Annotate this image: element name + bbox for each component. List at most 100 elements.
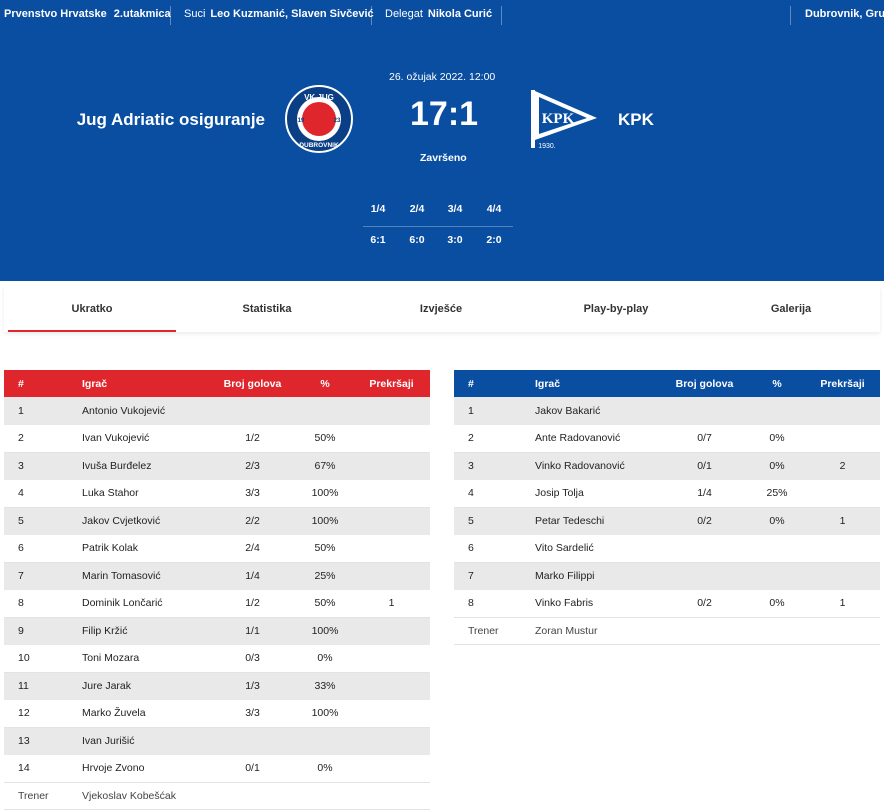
player-fouls — [353, 617, 430, 645]
table-row[interactable]: 10 Toni Mozara 0/3 0% — [4, 644, 430, 673]
home-logo-left-text: 19 — [298, 118, 305, 124]
player-name[interactable]: Ivan Vukojević — [82, 424, 208, 453]
player-percent: 50% — [297, 534, 353, 563]
delegate-info: Delegat Nikola Curić — [385, 8, 492, 20]
table-row[interactable]: 2 Ivan Vukojević 1/2 50% — [4, 424, 430, 453]
player-goals: 3/3 — [208, 479, 297, 508]
col-number: # — [4, 370, 82, 397]
quarter-score: 2:0 — [486, 234, 502, 246]
table-row[interactable]: 1 Antonio Vukojević — [4, 397, 430, 425]
player-name[interactable]: Hrvoje Zvono — [82, 754, 208, 783]
col-fouls: Prekršaji — [353, 370, 430, 397]
player-goals: 1/4 — [208, 562, 297, 590]
player-name[interactable]: Toni Mozara — [82, 644, 208, 673]
tab-izvjesce[interactable]: Izvješće — [419, 303, 463, 315]
table-row[interactable]: 3 Vinko Radovanović 0/1 0% 2 — [454, 452, 880, 480]
coach-label: Trener — [4, 782, 82, 810]
coach-name[interactable]: Zoran Mustur — [535, 617, 880, 645]
table-row[interactable]: 14 Hrvoje Zvono 0/1 0% — [4, 754, 430, 783]
table-row[interactable]: 1 Jakov Bakarić — [454, 397, 880, 425]
player-name[interactable]: Ivan Jurišić — [82, 727, 208, 755]
coach-row: Trener Vjekoslav Kobešćak — [4, 782, 430, 810]
player-goals: 0/1 — [660, 452, 749, 480]
player-fouls — [805, 562, 880, 590]
player-name[interactable]: Josip Tolja — [535, 479, 660, 508]
player-fouls — [353, 479, 430, 508]
player-percent: 100% — [297, 479, 353, 508]
table-header: # Igrač Broj golova % Prekršaji — [4, 370, 430, 397]
player-goals: 0/1 — [208, 754, 297, 783]
table-row[interactable]: 2 Ante Radovanović 0/7 0% — [454, 424, 880, 453]
table-row[interactable]: 6 Patrik Kolak 2/4 50% — [4, 534, 430, 563]
coach-name[interactable]: Vjekoslav Kobešćak — [82, 782, 430, 810]
player-fouls — [353, 672, 430, 700]
player-name[interactable]: Vinko Radovanović — [535, 452, 660, 480]
player-name[interactable]: Vinko Fabris — [535, 589, 660, 618]
player-percent: 67% — [297, 452, 353, 480]
player-name[interactable]: Petar Tedeschi — [535, 507, 660, 535]
player-number: 4 — [454, 479, 535, 508]
player-name[interactable]: Patrik Kolak — [82, 534, 208, 563]
table-row[interactable]: 7 Marko Filippi — [454, 562, 880, 590]
player-fouls — [353, 644, 430, 673]
home-team-logo[interactable]: VK JUG 19 23 DUBROVNIK — [285, 85, 353, 153]
table-row[interactable]: 11 Jure Jarak 1/3 33% — [4, 672, 430, 700]
player-name[interactable]: Luka Stahor — [82, 479, 208, 508]
table-row[interactable]: 13 Ivan Jurišić — [4, 727, 430, 755]
player-name[interactable]: Vito Sardelić — [535, 534, 660, 563]
player-number: 2 — [4, 424, 82, 453]
home-logo-bottom-text: DUBROVNIK — [299, 142, 339, 149]
player-percent: 50% — [297, 424, 353, 453]
divider — [371, 6, 372, 25]
player-fouls — [805, 479, 880, 508]
player-number: 1 — [4, 397, 82, 425]
table-row[interactable]: 7 Marin Tomasović 1/4 25% — [4, 562, 430, 590]
player-name[interactable]: Marin Tomasović — [82, 562, 208, 590]
table-row[interactable]: 6 Vito Sardelić — [454, 534, 880, 563]
player-percent — [749, 397, 805, 425]
player-name[interactable]: Jakov Cvjetković — [82, 507, 208, 535]
player-fouls — [353, 562, 430, 590]
away-table-body: 1 Jakov Bakarić 2 Ante Radovanović 0/7 0% 3 Vin… — [454, 397, 880, 645]
player-fouls — [353, 452, 430, 480]
referees-names: Leo Kuzmanić, Slaven Sivčević — [210, 8, 374, 20]
player-name[interactable]: Jure Jarak — [82, 672, 208, 700]
player-name[interactable]: Ante Radovanović — [535, 424, 660, 453]
player-name[interactable]: Jakov Bakarić — [535, 397, 660, 425]
table-row[interactable]: 4 Luka Stahor 3/3 100% — [4, 479, 430, 508]
table-row[interactable]: 5 Jakov Cvjetković 2/2 100% — [4, 507, 430, 535]
tab-play-by-play[interactable]: Play-by-play — [583, 303, 649, 315]
table-row[interactable]: 3 Ivuša Burđelez 2/3 67% — [4, 452, 430, 480]
player-goals — [660, 397, 749, 425]
player-number: 7 — [4, 562, 82, 590]
table-row[interactable]: 9 Filip Kržić 1/1 100% — [4, 617, 430, 645]
divider — [363, 226, 513, 227]
player-name[interactable]: Dominik Lončarić — [82, 589, 208, 618]
player-number: 6 — [4, 534, 82, 563]
table-row[interactable]: 5 Petar Tedeschi 0/2 0% 1 — [454, 507, 880, 535]
player-name[interactable]: Marko Filippi — [535, 562, 660, 590]
referees-label: Suci — [184, 8, 206, 20]
table-row[interactable]: 8 Vinko Fabris 0/2 0% 1 — [454, 589, 880, 618]
table-row[interactable]: 12 Marko Žuvela 3/3 100% — [4, 699, 430, 728]
col-goals: Broj golova — [208, 370, 297, 397]
player-percent: 100% — [297, 617, 353, 645]
away-team-name[interactable]: KPK — [618, 110, 654, 129]
player-name[interactable]: Antonio Vukojević — [82, 397, 208, 425]
player-number: 3 — [454, 452, 535, 480]
player-number: 2 — [454, 424, 535, 453]
player-goals: 1/3 — [208, 672, 297, 700]
tab-statistika[interactable]: Statistika — [242, 303, 292, 315]
player-name[interactable]: Filip Kržić — [82, 617, 208, 645]
player-name[interactable]: Ivuša Burđelez — [82, 452, 208, 480]
tab-galerija[interactable]: Galerija — [770, 303, 812, 315]
table-row[interactable]: 4 Josip Tolja 1/4 25% — [454, 479, 880, 508]
col-player: Igrač — [82, 370, 208, 397]
away-team-logo[interactable]: KPK 1930. — [529, 88, 599, 150]
match-tabs: Ukratko Statistika Izvješće Play-by-play… — [4, 286, 880, 332]
table-row[interactable]: 8 Dominik Lončarić 1/2 50% 1 — [4, 589, 430, 618]
player-goals: 1/2 — [208, 424, 297, 453]
home-team-name[interactable]: Jug Adriatic osiguranje — [76, 110, 265, 129]
player-name[interactable]: Marko Žuvela — [82, 699, 208, 728]
tab-ukratko[interactable]: Ukratko — [8, 286, 176, 332]
